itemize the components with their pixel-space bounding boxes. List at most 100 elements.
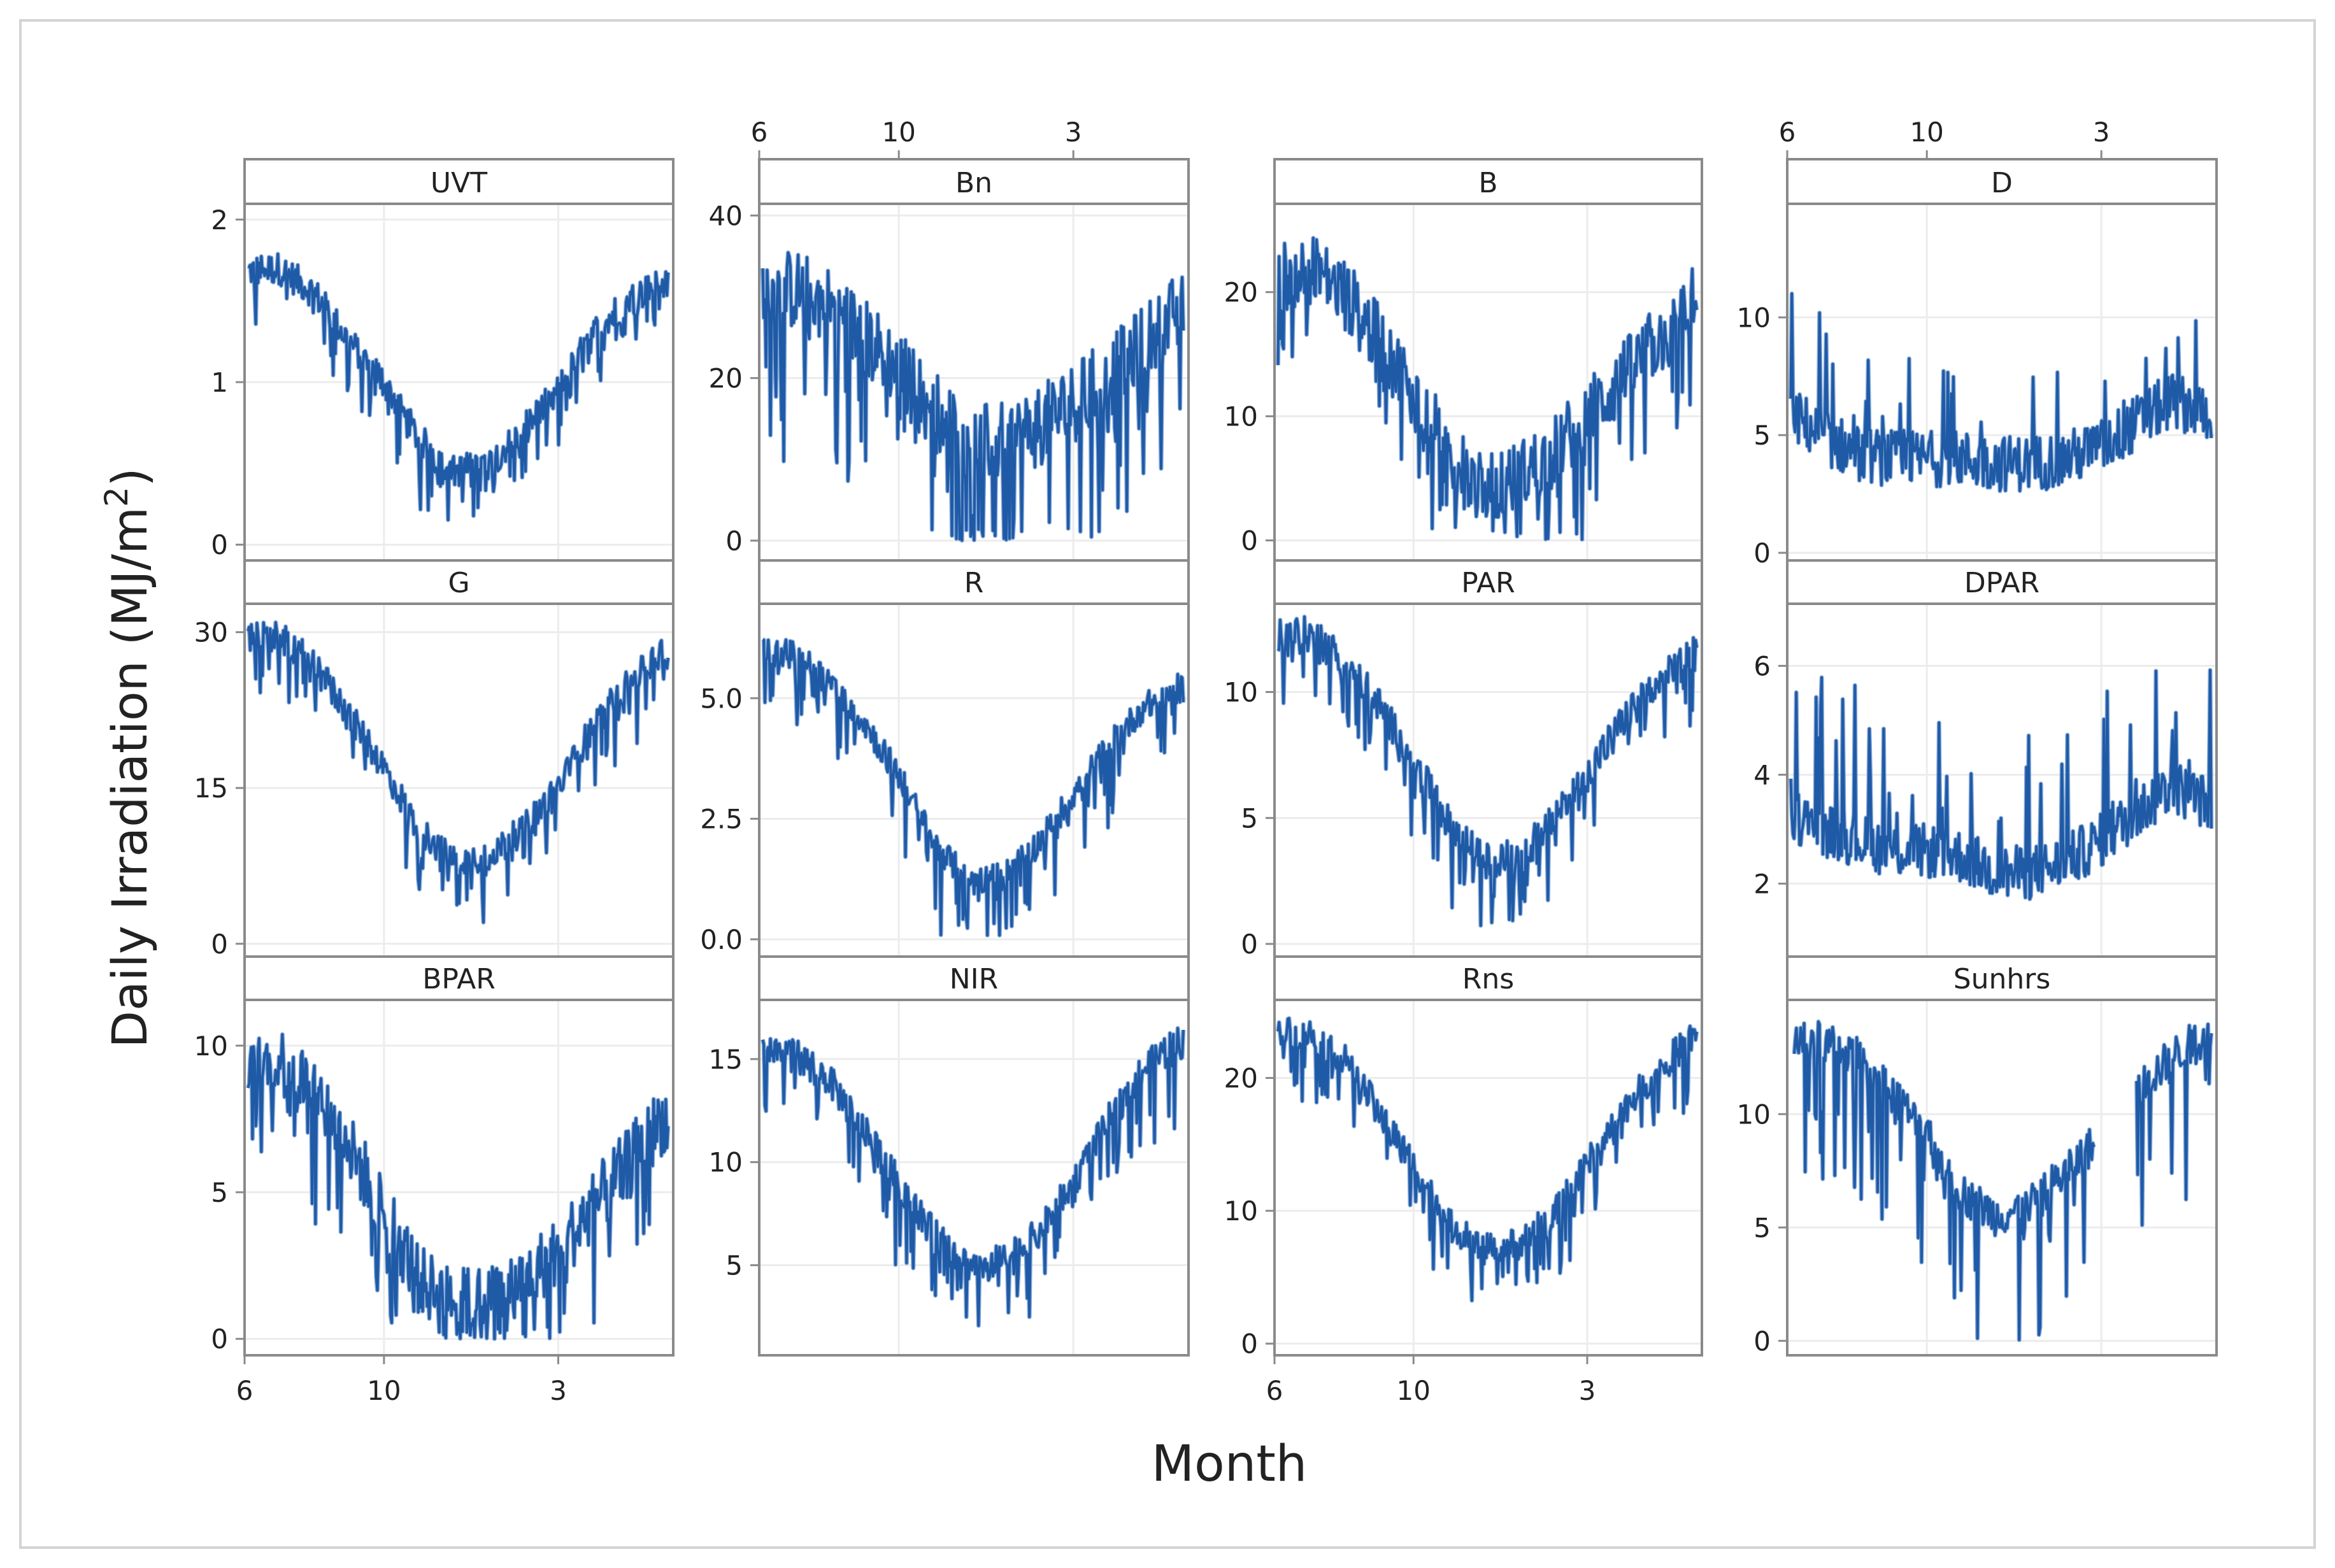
y-tick-label: 5.0 [700, 683, 743, 714]
panel-border [243, 955, 675, 1357]
series-line-r [762, 638, 1185, 937]
panel-border [758, 559, 1190, 958]
panel-title: PAR [1461, 567, 1515, 599]
panel-rns: Rns 0 10 20 6 10 3 [1224, 955, 1703, 1406]
x-tick-label: 10 [882, 117, 915, 148]
y-tick-label: 10 [1737, 1099, 1771, 1130]
series-line-nir [761, 1027, 1185, 1327]
y-tick-label: 5 [211, 1177, 228, 1208]
y-tick-label: 10 [709, 1147, 743, 1178]
y-tick-label: 5 [1753, 420, 1771, 451]
panel-border [1786, 158, 2218, 562]
y-tick-label: 0 [1241, 1329, 1258, 1360]
panel-border [1273, 559, 1703, 958]
y-tick-label: 5 [1753, 1212, 1771, 1243]
y-tick-label: 0 [211, 929, 228, 960]
x-tick-label: 6 [236, 1375, 253, 1406]
panel-title: D [1991, 167, 2013, 199]
series-band [1276, 615, 1699, 928]
panel-title: DPAR [1964, 567, 2039, 599]
x-tick-label: 10 [1910, 117, 1943, 148]
series-line-rns [1276, 1017, 1698, 1302]
y-tick-label: 10 [1737, 302, 1771, 333]
panel-r: R 0.0 2.5 5.0 [700, 559, 1190, 958]
panel-title: Rns [1462, 963, 1514, 995]
panel-title: Sunhrs [1953, 963, 2051, 995]
y-tick-label: 4 [1753, 759, 1771, 790]
panel-dpar: DPAR 2 4 6 [1753, 559, 2218, 958]
x-tick-label: 3 [550, 1375, 567, 1406]
panel-bn: Bn 0 20 40 6 10 3 [709, 117, 1190, 562]
x-tick-label: 10 [367, 1375, 401, 1406]
panel-g: G 0 15 30 [194, 559, 675, 960]
panel-title: B [1478, 167, 1497, 199]
panel-border [1786, 559, 2218, 958]
panel-border [1786, 955, 2218, 1357]
x-tick-label: 3 [1065, 117, 1082, 148]
y-tick-label: 2 [211, 204, 228, 236]
x-tick-label: 6 [751, 117, 768, 148]
y-tick-label: 20 [709, 363, 743, 394]
y-tick-label: 5 [1241, 802, 1258, 834]
y-tick-label: 20 [1224, 277, 1258, 308]
y-tick-label: 1 [211, 367, 228, 398]
y-tick-label: 6 [1753, 650, 1771, 681]
panel-nir: NIR 5 10 15 [709, 955, 1190, 1357]
y-tick-label: 0.0 [700, 924, 743, 955]
y-axis-label: Daily Irradiation (MJ/m2) [98, 467, 158, 1048]
y-tick-label: 0 [1753, 538, 1771, 569]
series-line-sunhrs [1793, 1020, 2096, 1341]
panel-sunhrs: Sunhrs 0 5 10 [1737, 955, 2218, 1357]
y-axis-label-superscript: 2 [98, 487, 135, 507]
series-line-par [1277, 615, 1698, 927]
series-line-d [1789, 292, 2213, 492]
panel-title: G [448, 567, 469, 599]
y-tick-label: 10 [1224, 677, 1258, 708]
series-line-bn [761, 251, 1185, 542]
y-tick-label: 5 [725, 1250, 743, 1281]
series-line-bpar [246, 1033, 669, 1341]
panel-b: B 0 10 20 [1224, 158, 1703, 562]
x-tick-label: 6 [1779, 117, 1796, 148]
y-tick-label: 15 [194, 773, 228, 804]
y-tick-label: 40 [709, 200, 743, 231]
series-line-uvt [247, 252, 669, 522]
y-axis-label-close: ) [101, 467, 158, 487]
y-tick-label: 0 [211, 529, 228, 560]
y-tick-label: 0 [725, 525, 743, 557]
panel-border [1273, 955, 1703, 1357]
panel-par: PAR 0 5 10 [1224, 559, 1703, 960]
series-band [760, 1026, 1186, 1328]
x-axis-label: Month [1152, 1436, 1307, 1493]
series-line-sunhrs [2135, 1023, 2213, 1227]
x-tick-label: 3 [1579, 1375, 1596, 1406]
panel-border [758, 955, 1190, 1357]
panel-title: UVT [431, 167, 487, 199]
x-tick-label: 3 [2093, 117, 2110, 148]
panel-title: NIR [950, 963, 998, 995]
panel-title: R [964, 567, 984, 599]
y-tick-label: 20 [1224, 1063, 1258, 1094]
y-tick-label: 0 [1241, 525, 1258, 557]
y-tick-label: 10 [1224, 1195, 1258, 1227]
y-tick-label: 0 [1753, 1325, 1771, 1357]
figure-frame [19, 19, 2316, 1549]
x-tick-label: 10 [1396, 1375, 1430, 1406]
series-line-b [1276, 236, 1698, 541]
y-tick-label: 0 [211, 1323, 228, 1355]
panel-uvt: UVT 0 1 2 [211, 158, 675, 562]
x-tick-label: 6 [1266, 1375, 1283, 1406]
y-tick-label: 10 [1224, 401, 1258, 432]
series-line-dpar [1789, 669, 2213, 901]
panel-title: BPAR [422, 963, 496, 995]
series-line-g [246, 621, 669, 924]
y-axis-label-text: Daily Irradiation (MJ/m [101, 507, 158, 1048]
y-tick-label: 10 [194, 1030, 228, 1062]
y-tick-label: 30 [194, 617, 228, 648]
y-tick-label: 15 [709, 1044, 743, 1075]
y-tick-label: 2 [1753, 868, 1771, 899]
panel-d: D 0 5 10 6 10 3 [1737, 117, 2218, 569]
y-tick-label: 0 [1241, 929, 1258, 960]
